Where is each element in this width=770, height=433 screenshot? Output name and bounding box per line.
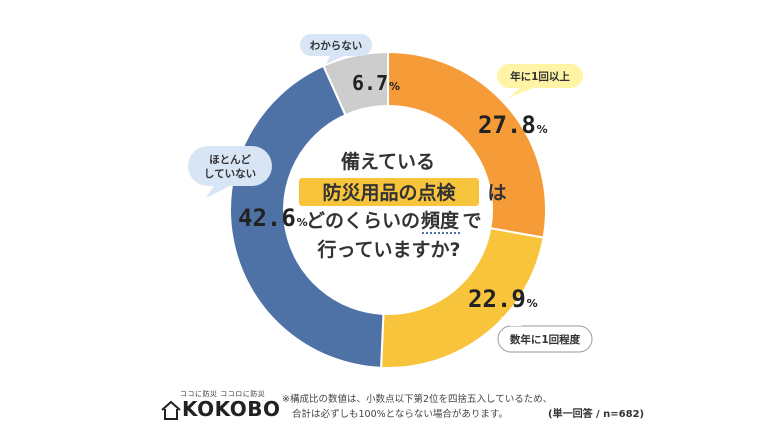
callout-box-rarely	[188, 146, 272, 186]
unit-label-every-few-years: %	[527, 297, 538, 310]
logo-brand: KOKOBO	[182, 397, 281, 421]
callout-box-yearly	[497, 64, 583, 88]
callout-box-every-few-years	[497, 325, 593, 353]
callout-tail-rarely	[206, 186, 230, 198]
slice-yearly	[387, 50, 547, 239]
unit-label-rarely: %	[297, 216, 308, 229]
title-line-3-emphasis: 頻度	[421, 209, 460, 232]
slice-unknown	[322, 50, 389, 117]
value-label-yearly: 27.8	[478, 111, 536, 139]
callout-label-rarely-2: していない	[204, 168, 256, 180]
title-line-4: 行っていますか?	[316, 238, 460, 261]
title-highlight	[299, 178, 479, 206]
title-line-1: 備えている	[341, 150, 435, 173]
title-line-3-suffix: で	[462, 210, 481, 232]
value-label-unknown: 6.7	[352, 71, 388, 95]
callout-tail-yearly	[508, 88, 533, 98]
footer-note-line-2: 合計は必ずしも100%とならない場合があります。	[292, 409, 508, 420]
house-icon	[161, 400, 181, 420]
title-line-3-a: どのくらいの	[306, 210, 420, 232]
callout-label-unknown: わからない	[310, 40, 363, 52]
footer-note: ※構成比の数値は、小数点以下第2位を四捨五入しているため、 合計は必ずしも100…	[282, 392, 552, 422]
value-label-every-few-years: 22.9	[468, 285, 526, 313]
title-line-2-highlight: 防災用品の点検	[322, 181, 456, 204]
callout-label-every-few-years: 数年に1回程度	[509, 333, 581, 346]
callout-box-unknown	[300, 34, 372, 56]
kokobo-logo: ココに防災 ココロに防災 KOKOBO	[160, 389, 280, 423]
callout-tail-unknown	[326, 56, 344, 64]
title-line-2-suffix: は	[487, 182, 506, 204]
unit-label-yearly: %	[537, 123, 548, 136]
callout-label-yearly: 年に1回以上	[510, 70, 570, 83]
slice-rarely	[229, 64, 385, 369]
callout-tail-every-few-years	[500, 316, 522, 326]
sample-size: (単一回答 / n=682)	[548, 409, 645, 420]
value-label-rarely: 42.6	[238, 204, 296, 232]
logo-tagline: ココに防災 ココロに防災	[180, 390, 266, 398]
callout-label-rarely-1: ほとんど	[209, 153, 251, 166]
unit-label-unknown: %	[389, 80, 400, 93]
footer-note-line-1: ※構成比の数値は、小数点以下第2位を四捨五入しているため、	[282, 394, 553, 405]
